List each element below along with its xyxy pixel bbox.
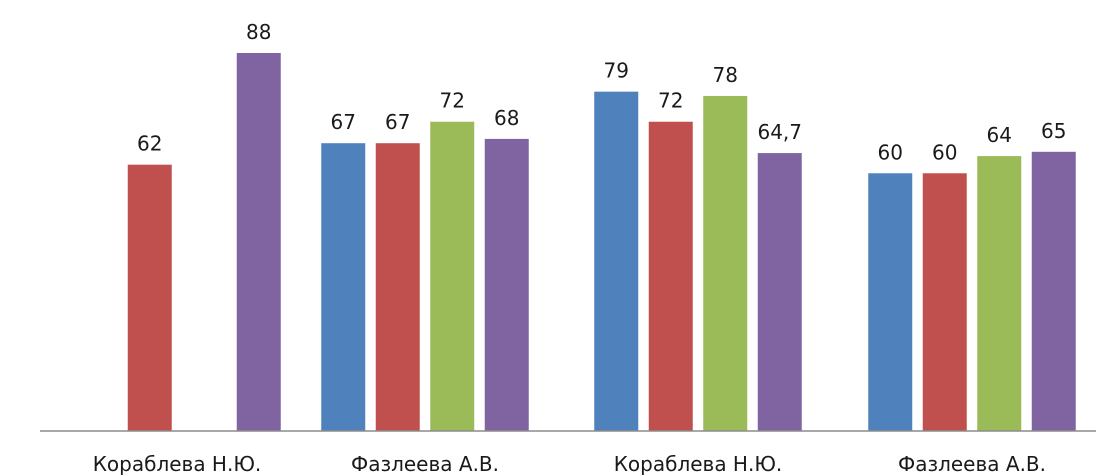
bar-series-4-category-4 <box>1031 151 1076 432</box>
bar-series-1-category-4 <box>868 173 913 431</box>
data-label-series-4-category-3: 64,7 <box>757 120 802 144</box>
category-labels-layer: Кораблева Н.Ю. Фазлеева А.В. Кораблева Н.Ю… <box>93 452 1046 475</box>
data-label-series-4-category-1: 88 <box>246 20 271 44</box>
data-label-series-1-category-3: 79 <box>604 59 629 83</box>
value-labels-layer: 62 88 67 67 72 68 79 72 78 64,7 60 60 64 65 <box>137 20 1066 164</box>
category-label-3: Кораблева Н.Ю. <box>614 452 783 475</box>
bar-series-4-category-1 <box>236 53 281 431</box>
bar-series-3-category-2 <box>430 121 475 431</box>
category-label-1: Кораблева Н.Ю. <box>93 452 262 475</box>
bars-layer <box>127 53 1076 432</box>
category-label-2: Фазлеева А.В. <box>351 452 499 475</box>
bar-series-1-category-3 <box>594 91 639 431</box>
data-label-series-2-category-3: 72 <box>658 89 683 113</box>
bar-series-2-category-4 <box>922 173 967 431</box>
data-label-series-1-category-2: 67 <box>331 110 356 134</box>
bar-series-2-category-2 <box>375 143 420 431</box>
data-label-series-2-category-4: 60 <box>932 140 957 164</box>
bar-series-4-category-3 <box>757 153 802 431</box>
data-label-series-2-category-2: 67 <box>385 110 410 134</box>
data-label-series-4-category-2: 68 <box>494 106 519 130</box>
data-label-series-3-category-2: 72 <box>440 89 465 113</box>
data-label-series-4-category-4: 65 <box>1041 119 1066 143</box>
data-label-series-2-category-1: 62 <box>137 132 162 156</box>
data-label-series-3-category-3: 78 <box>713 63 738 87</box>
bar-series-3-category-3 <box>703 95 748 431</box>
bar-series-4-category-2 <box>484 138 529 431</box>
data-label-series-3-category-4: 64 <box>987 123 1012 147</box>
bar-series-2-category-1 <box>127 164 172 431</box>
bar-series-3-category-4 <box>977 156 1022 431</box>
bar-series-2-category-3 <box>648 121 693 431</box>
category-label-4: Фазлеева А.В. <box>898 452 1046 475</box>
bar-series-1-category-2 <box>321 143 366 431</box>
data-label-series-1-category-4: 60 <box>878 140 903 164</box>
